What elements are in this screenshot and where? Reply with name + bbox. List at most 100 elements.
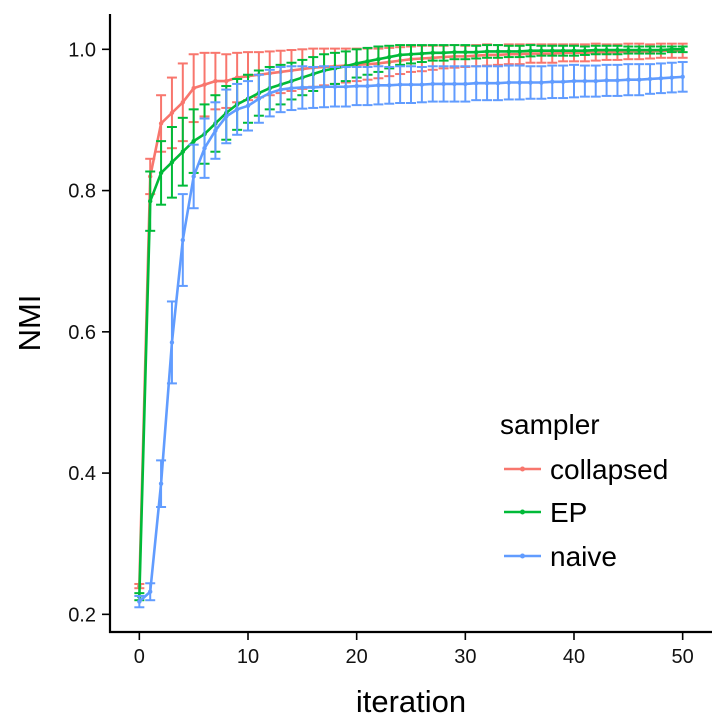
EP-point xyxy=(604,47,609,53)
naive-point xyxy=(473,81,479,86)
legend-item-naive: naive xyxy=(504,541,617,572)
naive-point xyxy=(169,340,175,345)
naive-point xyxy=(202,145,207,151)
collapsed-point xyxy=(224,78,229,84)
legend-item-collapsed: collapsed xyxy=(504,454,668,485)
EP-point xyxy=(397,52,403,58)
collapsed-point xyxy=(169,110,175,116)
legend: sampler collapsed EP naive xyxy=(500,409,668,572)
EP-point xyxy=(495,49,501,54)
EP-point xyxy=(571,48,577,53)
x-tick-label: 30 xyxy=(454,646,476,668)
y-ticks: 0.2 0.4 0.6 0.8 1.0 xyxy=(68,39,110,626)
legend-key-point xyxy=(520,466,525,472)
naive-point xyxy=(495,81,501,86)
naive-point xyxy=(234,107,240,112)
series-layer xyxy=(134,42,688,609)
EP-point xyxy=(484,49,490,54)
naive-point xyxy=(560,79,566,85)
naive-point xyxy=(419,82,425,87)
legend-key-point xyxy=(520,509,525,515)
EP-point xyxy=(387,54,392,60)
EP-point xyxy=(626,47,631,53)
series-naive xyxy=(134,61,688,609)
collapsed-point xyxy=(180,100,186,105)
x-tick-label: 10 xyxy=(237,646,259,668)
EP-point xyxy=(452,49,457,55)
naive-point xyxy=(626,77,631,82)
EP-point xyxy=(473,49,479,55)
collapsed-line xyxy=(138,49,683,587)
naive-point xyxy=(647,76,653,82)
naive-point xyxy=(278,87,283,92)
x-tick-label: 20 xyxy=(346,646,368,668)
EP-point xyxy=(419,51,425,56)
naive-point xyxy=(354,83,359,89)
legend-label: EP xyxy=(550,497,587,528)
naive-point xyxy=(321,84,327,89)
naive-point xyxy=(256,96,262,101)
naive-point xyxy=(571,78,577,84)
collapsed-point xyxy=(202,82,207,87)
EP-point xyxy=(647,47,653,53)
naive-point xyxy=(148,589,153,594)
x-axis-title: iteration xyxy=(356,684,466,719)
x-tick-label: 50 xyxy=(672,646,694,668)
y-tick-label: 1.0 xyxy=(68,39,96,61)
EP-point xyxy=(658,47,664,53)
y-tick-label: 0.8 xyxy=(68,181,96,203)
legend-key-point xyxy=(520,553,525,559)
naive-point xyxy=(311,85,316,90)
EP-point xyxy=(636,47,642,53)
naive-point xyxy=(158,481,164,486)
EP-line xyxy=(138,48,683,597)
EP-point xyxy=(582,48,588,53)
naive-point xyxy=(539,80,544,85)
naive-point xyxy=(180,237,186,243)
x-tick-label: 0 xyxy=(134,646,145,668)
naive-point xyxy=(213,128,218,133)
naive-point xyxy=(463,81,468,87)
naive-point xyxy=(397,82,403,87)
collapsed-point xyxy=(191,85,196,91)
naive-point xyxy=(408,82,414,87)
collapsed-point xyxy=(158,121,164,126)
EP-point xyxy=(669,47,674,52)
naive-point xyxy=(484,81,490,86)
y-axis-title: NMI xyxy=(12,295,47,352)
naive-point xyxy=(191,174,196,179)
naive-point xyxy=(387,83,392,88)
EP-point xyxy=(528,48,533,53)
EP-point xyxy=(539,48,544,53)
naive-point xyxy=(376,83,381,88)
naive-point xyxy=(452,81,457,87)
naive-point xyxy=(300,85,305,90)
naive-point xyxy=(582,78,588,84)
EP-point xyxy=(408,52,414,57)
naive-point xyxy=(343,84,349,89)
naive-line xyxy=(138,75,683,603)
naive-point xyxy=(430,81,435,87)
naive-point xyxy=(365,83,370,89)
legend-item-EP: EP xyxy=(504,497,587,528)
EP-point xyxy=(169,160,175,165)
naive-point xyxy=(593,78,598,84)
EP-point xyxy=(430,50,435,56)
x-ticks: 0 10 20 30 40 50 xyxy=(134,632,694,668)
naive-point xyxy=(332,84,338,89)
naive-point xyxy=(604,78,609,83)
EP-point xyxy=(680,47,685,52)
y-tick-label: 0.6 xyxy=(68,322,96,344)
naive-point xyxy=(550,79,555,85)
naive-point xyxy=(137,599,142,604)
legend-title: sampler xyxy=(500,409,600,440)
EP-point xyxy=(593,47,598,53)
collapsed-point xyxy=(213,78,218,84)
series-collapsed xyxy=(134,42,688,590)
EP-point xyxy=(365,59,370,64)
naive-point xyxy=(680,74,685,80)
EP-point xyxy=(180,149,186,154)
EP-point xyxy=(441,50,446,56)
EP-point xyxy=(354,61,359,66)
